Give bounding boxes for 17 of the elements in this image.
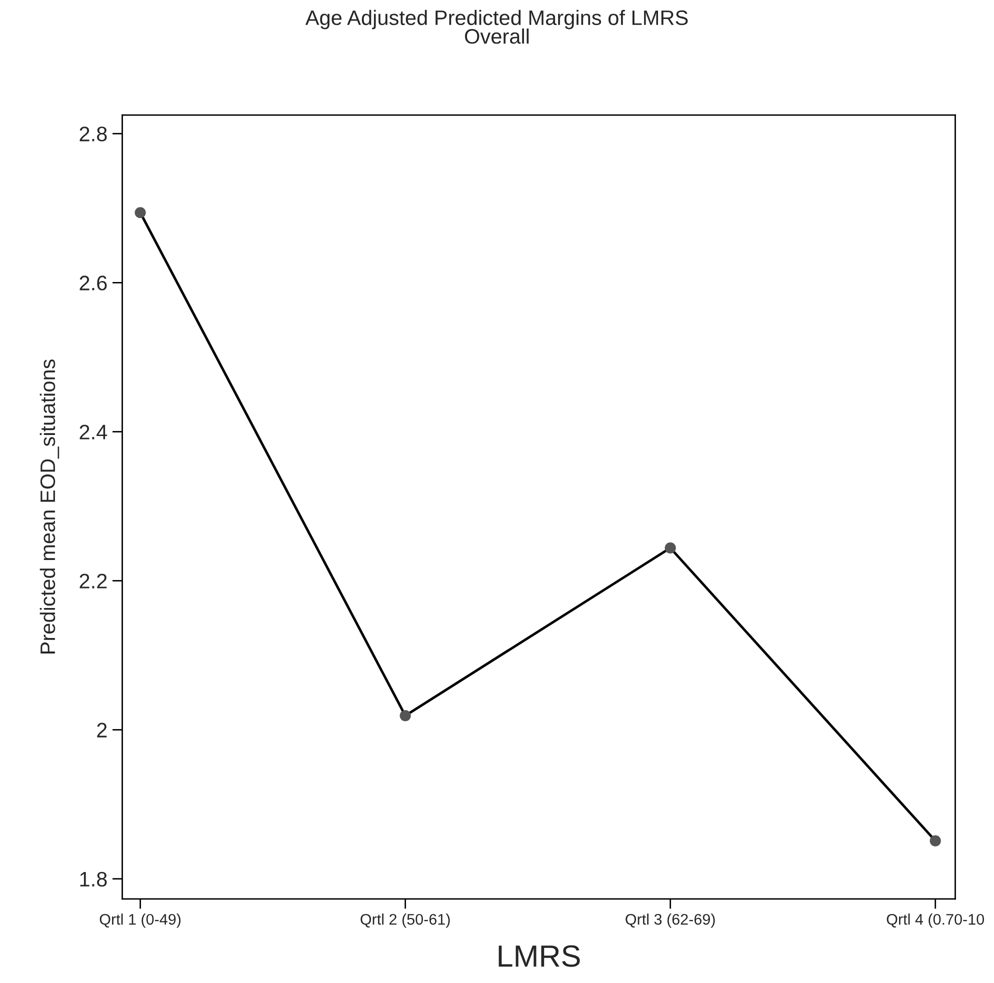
chart-title: Age Adjusted Predicted Margins of LMRS Overall: [305, 10, 688, 44]
y-axis-title: Predicted mean EOD_situations: [40, 360, 60, 654]
point: [930, 835, 941, 846]
y-tick-label: 2.6: [80, 276, 107, 290]
x-axis-title: LMRS: [498, 945, 580, 967]
x-tick-label: Qrtl 3 (62-69): [626, 914, 715, 928]
y-tick-label: 2.2: [80, 574, 107, 588]
y-tick-label: 2.8: [80, 126, 107, 142]
x-tick-label: Qrtl 2 (50-61): [360, 914, 450, 928]
point: [664, 542, 676, 554]
point: [134, 207, 146, 218]
x-tick-label: Qrtl 4 (0.70-10: [886, 914, 984, 928]
x-tick-label: Qrtl 1 (0-49): [100, 914, 181, 928]
y-tick-label: 2.4: [80, 424, 108, 440]
point: [400, 710, 411, 722]
y-tick-label: 2: [97, 722, 107, 738]
y-tick-label: 1.8: [80, 872, 107, 887]
